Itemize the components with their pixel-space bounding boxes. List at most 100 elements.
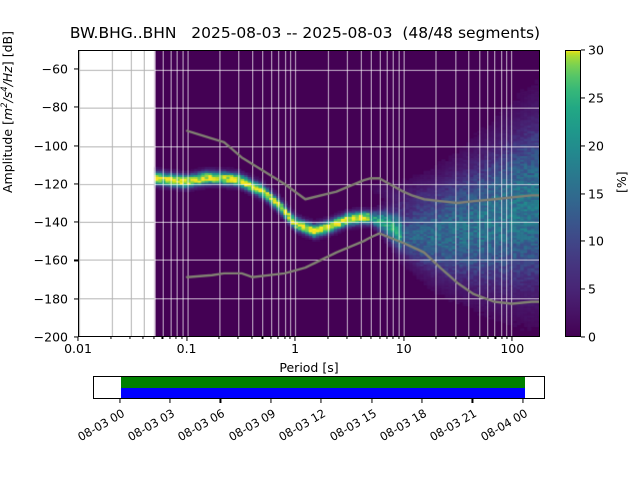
y-axis-ticks: −60 −80 −100 −120 −140 −160 −180 −200 bbox=[0, 0, 78, 480]
colorbar-tick-mark bbox=[581, 192, 585, 195]
timeline-tick-mark bbox=[320, 399, 322, 403]
data-coverage-blue bbox=[120, 387, 525, 398]
y-tick-label: −180 bbox=[33, 291, 68, 307]
y-tick-label: −200 bbox=[33, 329, 68, 345]
y-tick-label: −60 bbox=[41, 61, 68, 77]
x-tick-mark-major bbox=[511, 337, 513, 341]
x-tick-mark-major bbox=[294, 337, 296, 341]
timeline-tick-mark bbox=[119, 399, 121, 403]
colorbar bbox=[565, 50, 581, 337]
y-tick-mark bbox=[74, 298, 78, 300]
x-tick-mark-minor bbox=[494, 337, 496, 340]
colorbar-tick-mark bbox=[581, 145, 585, 147]
timeline-tick-mark bbox=[522, 399, 524, 403]
timeline-date-label: 08-03 06 bbox=[175, 406, 228, 444]
x-tick-mark-minor bbox=[284, 337, 286, 340]
x-tick-mark-minor bbox=[479, 337, 481, 340]
timeline-tick-mark bbox=[169, 399, 171, 403]
timeline-date-label: 08-03 09 bbox=[226, 406, 278, 444]
x-tick-mark-minor bbox=[501, 337, 503, 340]
x-tick-mark-major bbox=[403, 337, 405, 341]
x-tick-mark-minor bbox=[435, 337, 437, 340]
timeline-tick-mark bbox=[371, 399, 373, 403]
x-tick-mark-minor bbox=[161, 337, 164, 340]
colorbar-tick-mark bbox=[581, 240, 585, 242]
x-tick-mark-minor bbox=[454, 337, 457, 340]
timeline-tick-mark bbox=[471, 399, 473, 403]
y-tick-label: −120 bbox=[33, 176, 68, 192]
page-title: BW.BHG..BHN 2025-08-03 -- 2025-08-03 (48… bbox=[69, 24, 541, 42]
x-tick-mark-minor bbox=[153, 337, 155, 340]
colorbar-tick-mark bbox=[581, 288, 585, 290]
colorbar-tick-mark bbox=[581, 336, 585, 338]
timeline-tick-mark bbox=[421, 399, 423, 403]
x-tick-mark-minor bbox=[468, 337, 470, 340]
x-tick-mark-minor bbox=[359, 337, 362, 340]
y-tick-label: −160 bbox=[33, 252, 68, 268]
y-tick-mark bbox=[74, 145, 78, 147]
data-coverage-green bbox=[120, 377, 525, 388]
x-tick-mark-minor bbox=[370, 337, 372, 340]
x-tick-mark-minor bbox=[392, 337, 394, 340]
colorbar-tick-label: 0 bbox=[588, 329, 596, 345]
colorbar-tick-label: 15 bbox=[588, 186, 604, 201]
x-tick-label: 1 bbox=[291, 341, 300, 356]
timeline-tick-mark bbox=[270, 399, 272, 403]
colorbar-tick-label: 30 bbox=[588, 42, 604, 58]
colorbar-tick-label: 25 bbox=[588, 90, 604, 106]
timeline-date-label: 08-03 15 bbox=[326, 406, 379, 444]
colorbar-tick-label: 20 bbox=[588, 138, 604, 154]
timeline-date-label: 08-03 21 bbox=[427, 406, 480, 444]
x-tick-mark-minor bbox=[175, 337, 177, 340]
x-tick-mark-minor bbox=[277, 337, 279, 340]
timeline-date-label: 08-04 00 bbox=[478, 406, 530, 444]
x-tick-mark-minor bbox=[251, 337, 253, 340]
y-tick-mark bbox=[74, 221, 78, 223]
y-tick-mark bbox=[74, 336, 78, 338]
colorbar-tick-label: 10 bbox=[588, 233, 604, 249]
x-tick-mark-minor bbox=[487, 337, 489, 340]
x-tick-mark-minor bbox=[218, 337, 220, 340]
y-tick-mark bbox=[74, 259, 78, 261]
y-tick-label: −140 bbox=[33, 214, 68, 230]
x-tick-mark-major bbox=[77, 337, 79, 341]
timeline-tick-mark bbox=[219, 399, 221, 403]
x-tick-mark-minor bbox=[261, 337, 263, 340]
colorbar-tick-mark bbox=[581, 49, 585, 51]
y-tick-mark bbox=[74, 183, 78, 185]
x-tick-mark-minor bbox=[327, 337, 329, 340]
x-tick-label: 10 bbox=[395, 341, 412, 356]
colorbar-tick-label: 5 bbox=[588, 281, 596, 297]
x-tick-mark-minor bbox=[169, 337, 171, 340]
timeline-date-label: 08-03 03 bbox=[125, 406, 178, 444]
x-tick-mark-minor bbox=[181, 337, 183, 340]
x-tick-mark-minor bbox=[110, 337, 112, 340]
x-tick-label: 0.01 bbox=[64, 341, 92, 356]
x-tick-mark-minor bbox=[506, 337, 508, 340]
x-tick-mark-minor bbox=[129, 337, 131, 340]
ppsd-density-canvas bbox=[79, 51, 539, 336]
x-tick-mark-major bbox=[186, 337, 188, 341]
colorbar-title: [%] bbox=[614, 171, 629, 193]
x-tick-label: 100 bbox=[500, 341, 525, 356]
colorbar-tick-mark bbox=[581, 97, 585, 99]
timeline-date-label: 08-03 00 bbox=[74, 406, 127, 444]
x-tick-mark-minor bbox=[142, 337, 144, 340]
x-tick-mark-minor bbox=[237, 337, 239, 340]
x-tick-mark-minor bbox=[386, 337, 388, 340]
ppsd-plot-area[interactable] bbox=[78, 50, 540, 337]
x-tick-mark-minor bbox=[398, 337, 400, 340]
y-tick-mark bbox=[74, 106, 78, 108]
data-coverage-timeline[interactable] bbox=[93, 376, 545, 399]
timeline-date-label: 08-03 18 bbox=[377, 406, 430, 444]
y-tick-mark bbox=[74, 68, 78, 70]
x-tick-mark-minor bbox=[289, 337, 291, 340]
timeline-date-label: 08-03 12 bbox=[276, 406, 329, 444]
x-tick-mark-minor bbox=[379, 337, 381, 340]
x-tick-label: 0.1 bbox=[176, 341, 197, 356]
y-tick-label: −100 bbox=[33, 138, 68, 154]
x-axis-title: Period [s] bbox=[279, 360, 339, 375]
x-tick-mark-minor bbox=[346, 337, 348, 340]
y-axis-title: Amplitude [m2/s4/Hz] [dB] bbox=[0, 31, 16, 193]
